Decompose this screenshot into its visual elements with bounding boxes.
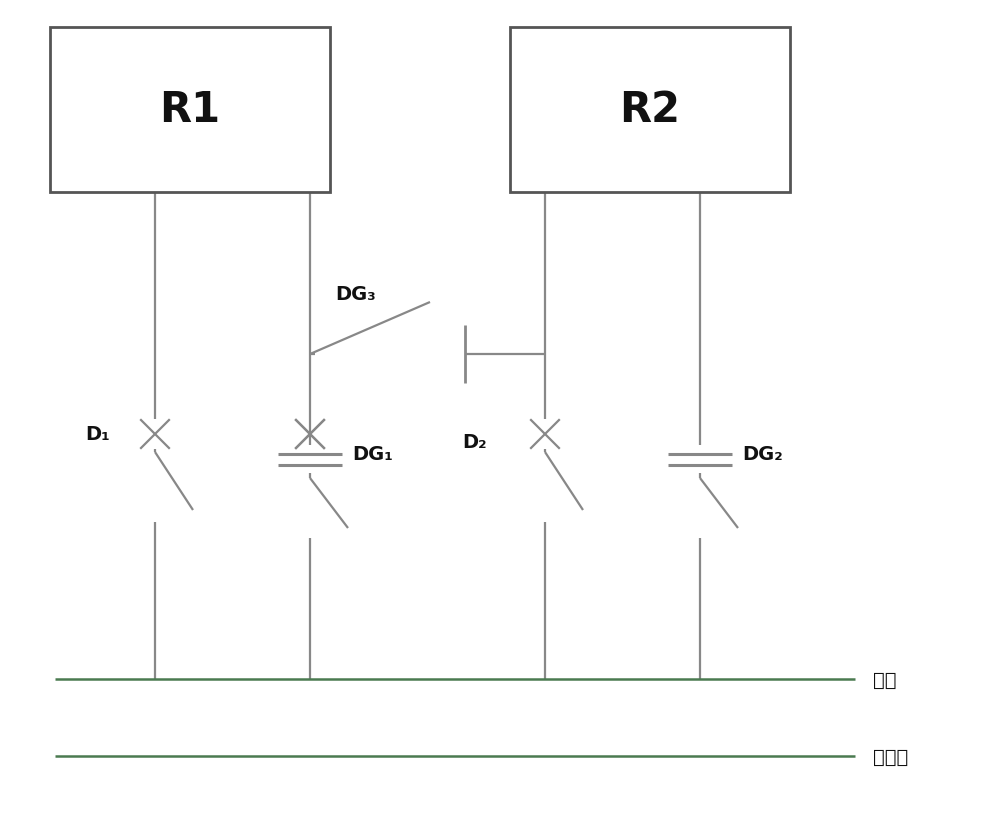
Text: DG₁: DG₁ <box>352 445 393 464</box>
Text: DG₃: DG₃ <box>335 285 376 304</box>
Text: 负母线: 负母线 <box>873 747 908 766</box>
FancyBboxPatch shape <box>50 28 330 192</box>
Text: 母线: 母线 <box>873 670 896 689</box>
Text: DG₂: DG₂ <box>742 445 783 464</box>
Text: R2: R2 <box>620 89 680 131</box>
Text: R1: R1 <box>159 89 221 131</box>
Text: D₂: D₂ <box>462 433 487 452</box>
Text: D₁: D₁ <box>85 425 110 444</box>
FancyBboxPatch shape <box>510 28 790 192</box>
